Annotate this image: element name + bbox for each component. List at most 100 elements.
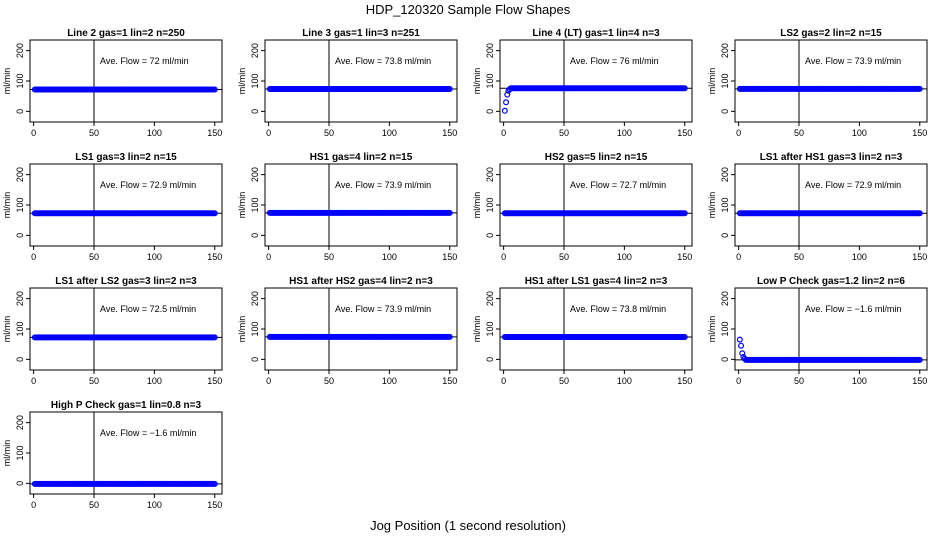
x-tick-label: 0 xyxy=(31,376,36,386)
data-points xyxy=(266,209,453,216)
x-tick-label: 150 xyxy=(677,376,692,386)
x-tick-label: 0 xyxy=(736,128,741,138)
page-title: HDP_120320 Sample Flow Shapes xyxy=(365,2,571,17)
x-tick-label: 150 xyxy=(677,128,692,138)
x-tick-label: 100 xyxy=(147,500,162,510)
x-tick-label: 50 xyxy=(89,128,99,138)
y-axis-label: ml/min xyxy=(2,192,12,219)
y-axis-label: ml/min xyxy=(237,316,247,343)
x-tick-label: 50 xyxy=(794,128,804,138)
y-tick-label: 200 xyxy=(485,43,495,58)
y-tick-label: 0 xyxy=(250,233,260,238)
panel-6: HS1 gas=4 lin=2 n=15 Ave. Flow = 73.9 ml/… xyxy=(237,152,458,262)
data-points xyxy=(501,210,688,217)
data-points xyxy=(501,85,688,114)
y-tick-label: 200 xyxy=(485,167,495,182)
data-points xyxy=(736,85,923,92)
x-tick-label: 50 xyxy=(89,500,99,510)
x-tick-label: 50 xyxy=(794,376,804,386)
panel-12: Low P Check gas=1.2 lin=2 n=6 Ave. Flow =… xyxy=(707,276,928,386)
x-tick-label: 50 xyxy=(559,376,569,386)
x-tick-label: 50 xyxy=(324,376,334,386)
data-point xyxy=(211,210,218,217)
plot-frame xyxy=(29,39,223,123)
x-tick-label: 150 xyxy=(912,376,927,386)
panel-10: HS1 after HS2 gas=4 lin=2 n=3 Ave. Flow =… xyxy=(237,276,458,386)
y-axis-label: ml/min xyxy=(472,192,482,219)
x-tick-label: 0 xyxy=(501,128,506,138)
plot-frame xyxy=(29,287,223,371)
x-tick-label: 150 xyxy=(207,500,222,510)
data-point xyxy=(446,85,453,92)
panel-title: Low P Check gas=1.2 lin=2 n=6 xyxy=(757,276,905,287)
x-tick-label: 150 xyxy=(912,128,927,138)
average-flow-annotation: Ave. Flow = 73.9 ml/min xyxy=(335,180,431,190)
plot-frame xyxy=(264,39,458,123)
panel-title: HS2 gas=5 lin=2 n=15 xyxy=(545,152,648,163)
x-tick-label: 0 xyxy=(736,252,741,262)
x-tick-label: 150 xyxy=(442,252,457,262)
y-axis-label: ml/min xyxy=(707,68,717,95)
y-tick-label: 200 xyxy=(720,167,730,182)
x-tick-label: 0 xyxy=(266,252,271,262)
data-point xyxy=(916,356,923,363)
data-point xyxy=(211,480,218,487)
y-tick-label: 100 xyxy=(15,321,25,336)
average-flow-annotation: Ave. Flow = −1.6 ml/min xyxy=(805,304,901,314)
average-flow-annotation: Ave. Flow = 76 ml/min xyxy=(570,56,659,66)
panel-title: Line 4 (LT) gas=1 lin=4 n=3 xyxy=(532,28,660,39)
data-points xyxy=(31,480,218,487)
y-axis-label: ml/min xyxy=(2,440,12,467)
x-tick-label: 150 xyxy=(442,376,457,386)
data-point xyxy=(446,209,453,216)
x-tick-label: 0 xyxy=(31,128,36,138)
average-flow-annotation: Ave. Flow = 73.9 ml/min xyxy=(335,304,431,314)
data-points xyxy=(501,333,688,340)
y-axis-label: ml/min xyxy=(2,68,12,95)
y-tick-label: 100 xyxy=(15,445,25,460)
average-flow-annotation: Ave. Flow = 72.9 ml/min xyxy=(805,180,901,190)
data-point xyxy=(211,86,218,93)
data-point xyxy=(681,85,688,92)
panel-title: HS1 after LS1 gas=4 lin=2 n=3 xyxy=(525,276,668,287)
x-tick-label: 50 xyxy=(89,376,99,386)
y-tick-label: 100 xyxy=(720,197,730,212)
panel-5: LS1 gas=3 lin=2 n=15 Ave. Flow = 72.9 ml/… xyxy=(2,152,223,262)
average-flow-annotation: Ave. Flow = 73.8 ml/min xyxy=(335,56,431,66)
panel-3: Line 4 (LT) gas=1 lin=4 n=3 Ave. Flow = 7… xyxy=(472,28,693,138)
x-tick-label: 100 xyxy=(147,252,162,262)
plot-frame xyxy=(499,287,693,371)
y-tick-label: 0 xyxy=(15,233,25,238)
x-tick-label: 150 xyxy=(207,128,222,138)
y-tick-label: 200 xyxy=(720,43,730,58)
y-tick-label: 0 xyxy=(485,233,495,238)
y-tick-label: 0 xyxy=(485,357,495,362)
y-tick-label: 200 xyxy=(250,167,260,182)
y-tick-label: 0 xyxy=(15,357,25,362)
panel-1: Line 2 gas=1 lin=2 n=250 Ave. Flow = 72 m… xyxy=(2,28,223,138)
x-tick-label: 50 xyxy=(89,252,99,262)
x-tick-label: 50 xyxy=(794,252,804,262)
data-point xyxy=(681,333,688,340)
data-point xyxy=(503,99,510,106)
y-tick-label: 0 xyxy=(250,109,260,114)
y-tick-label: 200 xyxy=(15,167,25,182)
data-point xyxy=(211,334,218,341)
y-tick-label: 100 xyxy=(250,321,260,336)
y-tick-label: 0 xyxy=(720,357,730,362)
y-tick-label: 200 xyxy=(250,291,260,306)
x-tick-label: 100 xyxy=(617,128,632,138)
x-tick-label: 100 xyxy=(852,376,867,386)
average-flow-annotation: Ave. Flow = 72.7 ml/min xyxy=(570,180,666,190)
y-axis-label: ml/min xyxy=(707,192,717,219)
x-tick-label: 100 xyxy=(852,252,867,262)
x-tick-label: 150 xyxy=(207,252,222,262)
panel-title: LS1 after HS1 gas=3 lin=2 n=3 xyxy=(760,152,903,163)
average-flow-annotation: Ave. Flow = 73.9 ml/min xyxy=(805,56,901,66)
y-tick-label: 0 xyxy=(250,357,260,362)
data-point xyxy=(681,210,688,217)
data-points xyxy=(31,210,218,217)
y-tick-label: 0 xyxy=(15,109,25,114)
x-tick-label: 100 xyxy=(382,128,397,138)
